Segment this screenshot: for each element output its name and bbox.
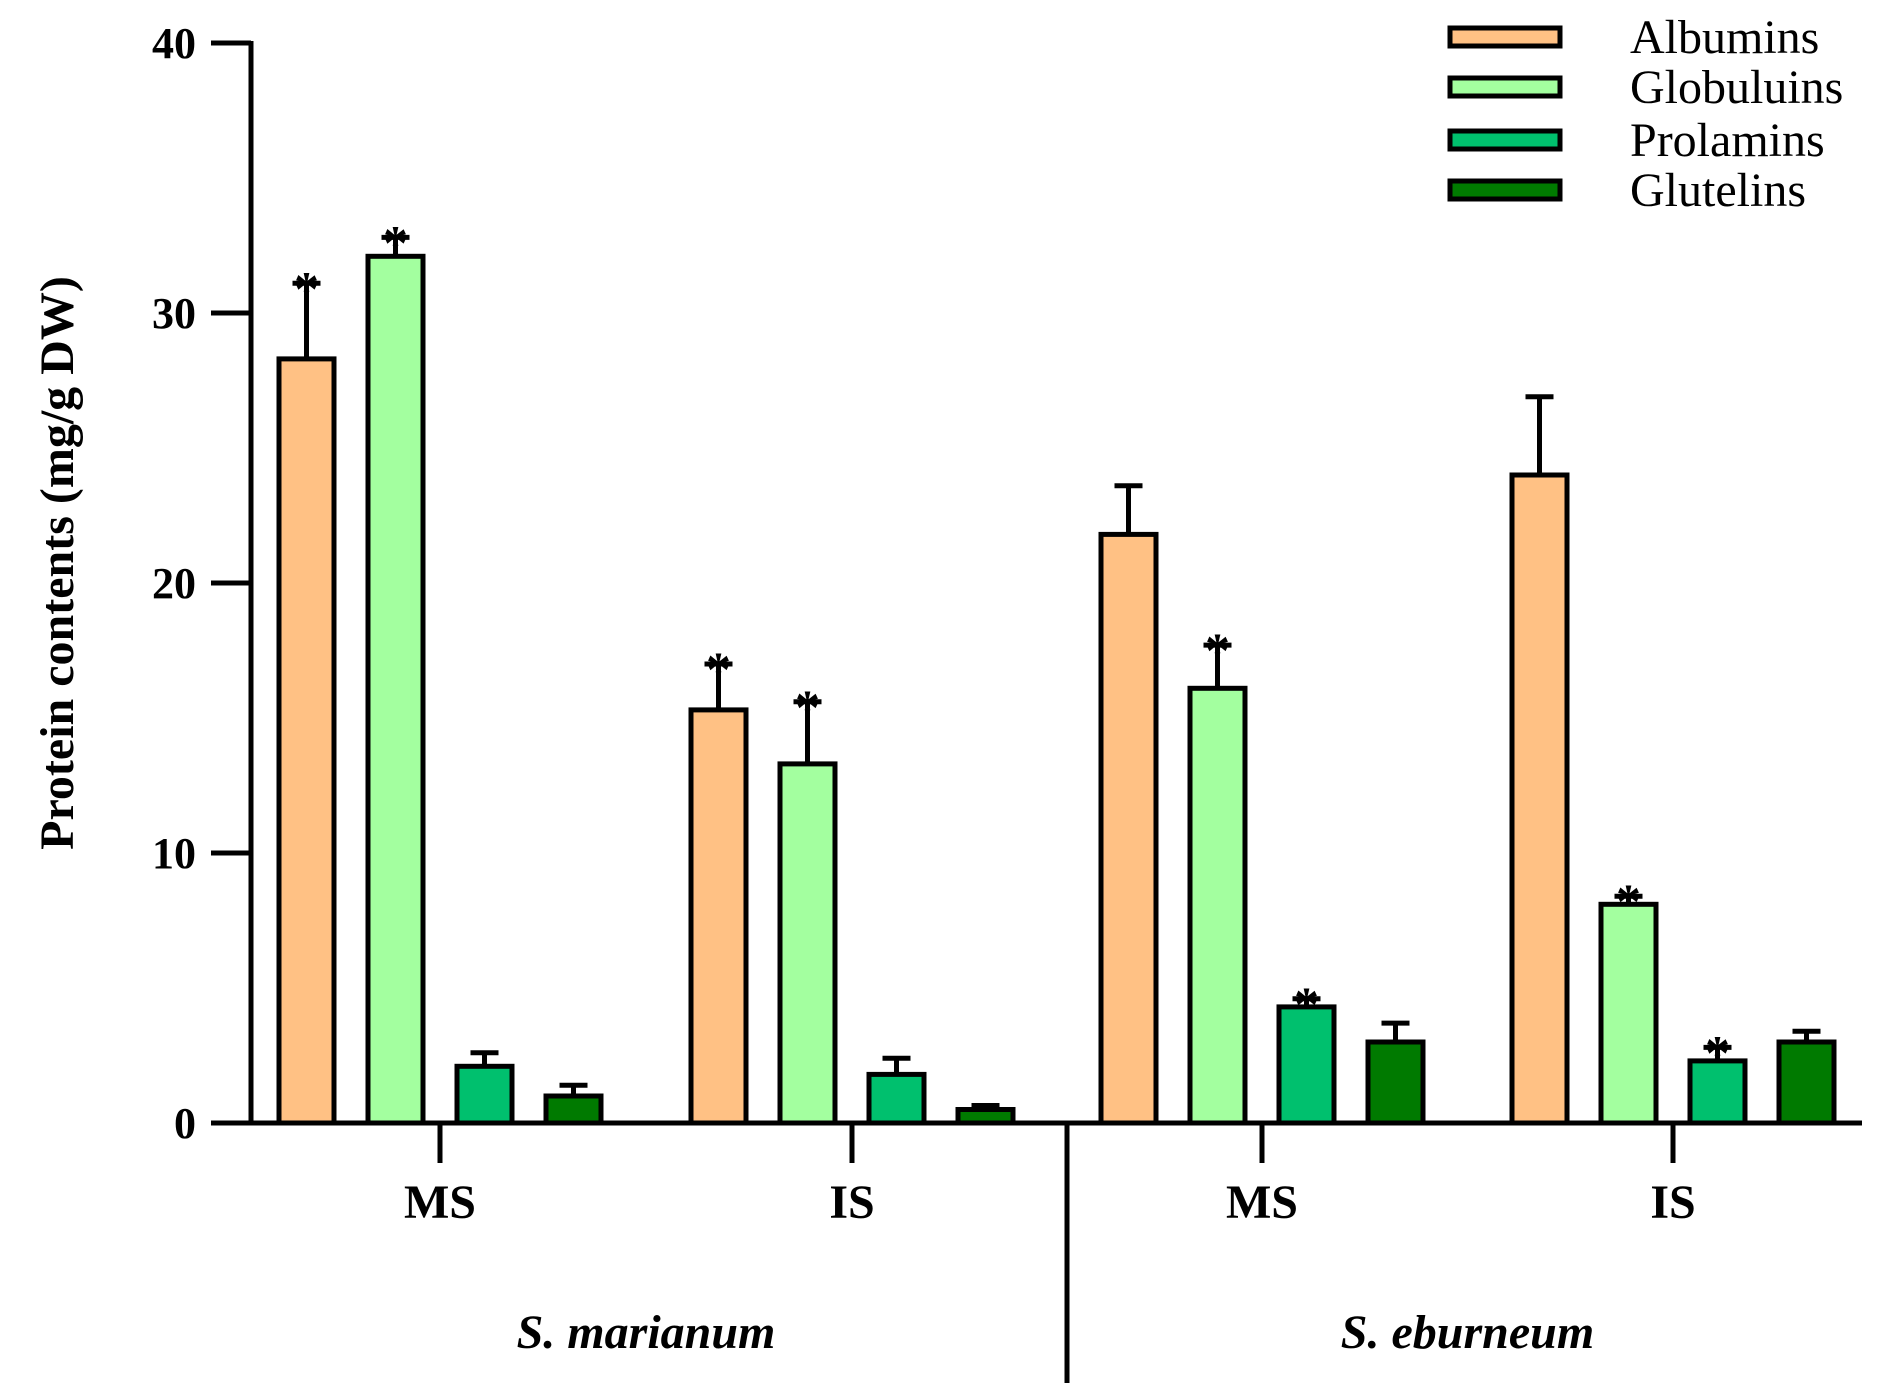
significance-star-prolamins-2: * xyxy=(1294,976,1319,1032)
error-bar-glutelins-1 xyxy=(971,1102,1000,1110)
error-bar-glutelins-0 xyxy=(559,1082,588,1096)
legend-label-albumins: Albumins xyxy=(1630,11,1819,64)
x-category-label-3: IS xyxy=(1650,1176,1695,1229)
bar-globuluins-0 xyxy=(365,253,426,1126)
significance-star-albumins-0: * xyxy=(294,260,319,316)
legend-swatch-albumins xyxy=(1447,25,1563,49)
error-bar-prolamins-3 xyxy=(1703,1044,1732,1061)
bars-layer xyxy=(276,234,1837,1126)
bar-globuluins-3 xyxy=(1598,901,1659,1126)
legend-label-glutelins: Glutelins xyxy=(1630,164,1806,217)
legend-item-globuluins: Globuluins xyxy=(1447,61,1843,114)
error-bar-albumins-1 xyxy=(704,661,733,710)
bar-globuluins-1 xyxy=(777,761,838,1126)
bar-glutelins-2 xyxy=(1365,1039,1426,1126)
error-bar-albumins-3 xyxy=(1525,394,1554,475)
legend-label-prolamins: Prolamins xyxy=(1630,114,1825,167)
bar-globuluins-2 xyxy=(1187,685,1248,1126)
legend-swatch-prolamins xyxy=(1447,128,1563,152)
y-tick-label-10: 10 xyxy=(152,829,196,878)
error-bar-globuluins-1 xyxy=(793,699,822,764)
y-tick-label-20: 20 xyxy=(152,559,196,608)
significance-star-globuluins-3: * xyxy=(1616,873,1641,929)
error-bar-albumins-0 xyxy=(292,280,321,359)
error-bar-prolamins-0 xyxy=(470,1050,499,1067)
x-category-label-1: IS xyxy=(829,1176,874,1229)
error-bar-glutelins-3 xyxy=(1792,1028,1821,1042)
y-tick-label-30: 30 xyxy=(152,289,196,338)
y-tick-label-40: 40 xyxy=(152,19,196,68)
group-label-1: S. eburneum xyxy=(1341,1306,1594,1359)
error-bar-prolamins-2 xyxy=(1292,996,1321,1007)
significance-star-globuluins-2: * xyxy=(1205,622,1230,678)
legend-item-glutelins: Glutelins xyxy=(1447,164,1806,217)
bar-albumins-1 xyxy=(688,707,749,1126)
legend-item-albumins: Albumins xyxy=(1447,11,1819,64)
legend-swatch-glutelins xyxy=(1447,178,1563,202)
group-label-0: S. marianum xyxy=(517,1306,776,1359)
x-category-label-2: MS xyxy=(1226,1176,1298,1229)
error-bar-glutelins-2 xyxy=(1381,1020,1410,1042)
y-tick-label-0: 0 xyxy=(174,1099,196,1148)
error-bar-globuluins-3 xyxy=(1614,893,1643,905)
error-bar-globuluins-2 xyxy=(1203,642,1232,689)
error-bar-albumins-2 xyxy=(1114,483,1143,535)
significance-star-globuluins-0: * xyxy=(383,214,408,270)
bar-prolamins-1 xyxy=(866,1071,927,1126)
significance-star-globuluins-1: * xyxy=(795,679,820,735)
axes-layer xyxy=(211,40,1862,1383)
bar-prolamins-0 xyxy=(454,1063,515,1126)
error-bar-globuluins-0 xyxy=(381,234,410,257)
labels-layer: * * * * * * * * 0 10 20 30 40 MS IS MS IS S. marianum S. e… xyxy=(152,19,1730,1359)
significance-star-prolamins-3: * xyxy=(1705,1024,1730,1080)
y-axis-label: Protein contents (mg/g DW) xyxy=(31,276,84,850)
bar-albumins-0 xyxy=(276,356,337,1126)
bar-glutelins-0 xyxy=(543,1093,604,1126)
significance-star-albumins-1: * xyxy=(706,641,731,697)
legend-swatch-globuluins xyxy=(1447,75,1563,99)
error-bar-prolamins-1 xyxy=(882,1055,911,1075)
legend-label-globuluins: Globuluins xyxy=(1630,61,1843,114)
x-category-label-0: MS xyxy=(404,1176,476,1229)
bar-glutelins-3 xyxy=(1776,1039,1837,1126)
legend-item-prolamins: Prolamins xyxy=(1447,114,1825,167)
bar-albumins-3 xyxy=(1509,472,1570,1126)
bar-albumins-2 xyxy=(1098,531,1159,1126)
